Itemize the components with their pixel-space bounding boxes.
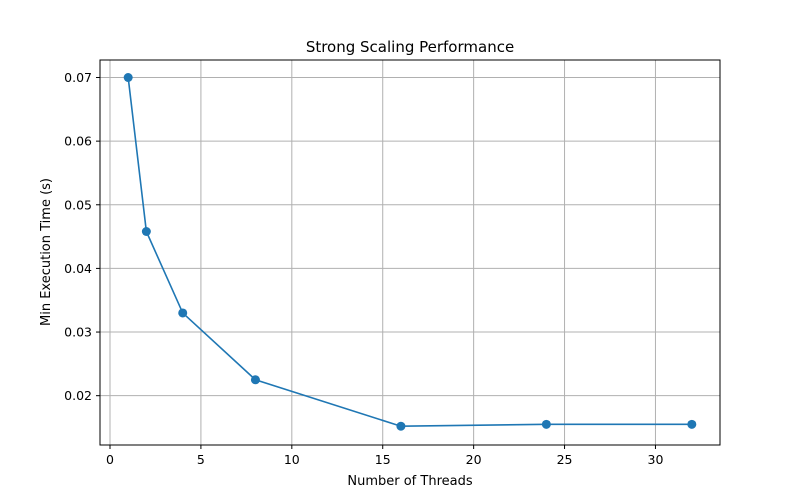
- data-point: [250, 375, 260, 385]
- x-tick-label: 5: [197, 452, 205, 467]
- data-point: [541, 419, 551, 429]
- x-tick-label: 30: [648, 452, 664, 467]
- x-tick-label: 25: [557, 452, 573, 467]
- x-axis: 0 5 10 15 20 25 30: [106, 445, 663, 467]
- chart-title: Strong Scaling Performance: [306, 38, 514, 56]
- data-point: [178, 308, 188, 318]
- y-tick-label: 0.06: [64, 134, 92, 149]
- y-axis-label: Min Execution Time (s): [39, 178, 54, 326]
- x-axis-label: Number of Threads: [347, 474, 472, 489]
- grid: [100, 60, 720, 445]
- data-point: [123, 73, 133, 82]
- y-tick-label: 0.03: [64, 325, 92, 340]
- y-axis: 0.02 0.03 0.04 0.05 0.06 0.07: [64, 70, 100, 403]
- data-point: [687, 419, 697, 429]
- y-tick-label: 0.02: [64, 388, 92, 403]
- series-line: [127, 77, 692, 428]
- y-tick-label: 0.05: [64, 197, 92, 212]
- marker-layer: [123, 73, 697, 431]
- x-tick-label: 15: [375, 452, 391, 467]
- x-tick-label: 0: [106, 452, 114, 467]
- y-tick-label: 0.04: [64, 261, 92, 276]
- data-point: [141, 227, 151, 236]
- y-tick-label: 0.07: [64, 70, 92, 85]
- series-line-layer: [127, 77, 692, 428]
- x-tick-label: 20: [466, 452, 482, 467]
- plot-frame: [99, 59, 721, 446]
- data-point: [396, 421, 406, 431]
- x-tick-label: 10: [284, 452, 300, 467]
